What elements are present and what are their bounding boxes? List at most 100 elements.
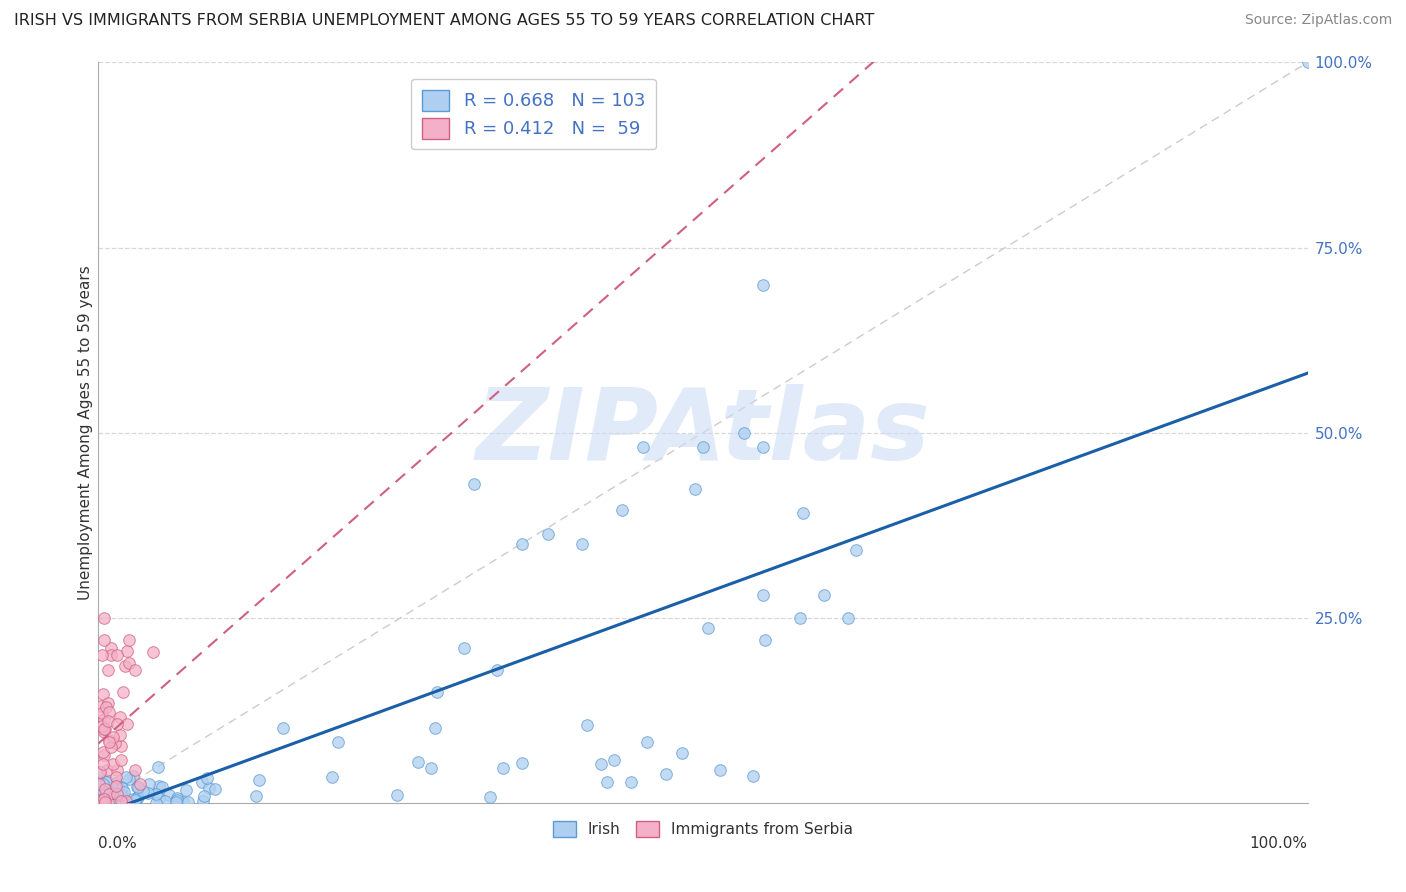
Point — [177, 795, 200, 809]
Point — [596, 774, 619, 789]
Point — [166, 791, 188, 805]
Point — [425, 721, 447, 735]
Point — [271, 722, 294, 736]
Point — [145, 796, 167, 810]
Point — [837, 610, 859, 624]
Point — [101, 730, 124, 744]
Point — [107, 780, 129, 794]
Point — [100, 740, 122, 755]
Point — [124, 663, 146, 677]
Point — [111, 781, 134, 796]
Point — [537, 527, 560, 541]
Point — [692, 441, 714, 455]
Point — [110, 788, 132, 802]
Point — [148, 791, 170, 805]
Point — [463, 476, 485, 491]
Point — [122, 792, 145, 806]
Point — [105, 717, 128, 731]
Point — [96, 783, 118, 797]
Point — [111, 685, 134, 699]
Point — [142, 645, 165, 659]
Point — [136, 786, 159, 800]
Point — [172, 795, 194, 809]
Point — [90, 793, 112, 807]
Legend: Irish, Immigrants from Serbia: Irish, Immigrants from Serbia — [547, 815, 859, 843]
Point — [105, 648, 128, 662]
Point — [105, 763, 128, 777]
Point — [510, 756, 533, 771]
Point — [118, 632, 141, 647]
Point — [96, 700, 118, 714]
Point — [97, 663, 120, 677]
Point — [655, 767, 678, 781]
Point — [96, 763, 118, 777]
Point — [453, 640, 475, 655]
Point — [110, 739, 132, 753]
Point — [124, 792, 146, 806]
Point — [146, 759, 169, 773]
Point — [247, 773, 270, 788]
Text: 0.0%: 0.0% — [98, 836, 138, 851]
Point — [589, 756, 612, 771]
Point — [94, 772, 117, 787]
Point — [510, 536, 533, 550]
Point — [138, 777, 160, 791]
Point — [101, 756, 124, 771]
Point — [96, 786, 118, 800]
Point — [108, 785, 131, 799]
Point — [696, 621, 718, 635]
Point — [89, 793, 111, 807]
Point — [100, 648, 122, 662]
Point — [94, 775, 117, 789]
Point — [105, 770, 128, 784]
Point — [89, 764, 111, 779]
Point — [636, 734, 658, 748]
Point — [110, 753, 132, 767]
Point — [328, 735, 350, 749]
Point — [752, 589, 775, 603]
Point — [603, 753, 626, 767]
Point — [479, 789, 502, 804]
Point — [321, 770, 343, 784]
Point — [191, 794, 214, 808]
Point — [165, 795, 187, 809]
Point — [90, 776, 112, 790]
Point — [97, 788, 120, 802]
Point — [148, 779, 170, 793]
Point — [671, 747, 693, 761]
Point — [115, 770, 138, 784]
Point — [733, 426, 755, 441]
Point — [104, 736, 127, 750]
Point — [94, 781, 117, 796]
Point — [90, 719, 112, 733]
Point — [125, 791, 148, 805]
Point — [155, 794, 177, 808]
Point — [93, 725, 115, 739]
Point — [620, 775, 643, 789]
Point — [107, 787, 129, 801]
Text: IRISH VS IMMIGRANTS FROM SERBIA UNEMPLOYMENT AMONG AGES 55 TO 59 YEARS CORRELATI: IRISH VS IMMIGRANTS FROM SERBIA UNEMPLOY… — [14, 13, 875, 29]
Point — [420, 762, 443, 776]
Point — [97, 696, 120, 710]
Point — [406, 755, 429, 769]
Point — [93, 792, 115, 806]
Point — [101, 786, 124, 800]
Point — [754, 632, 776, 647]
Point — [125, 780, 148, 794]
Point — [752, 277, 775, 292]
Point — [104, 779, 127, 793]
Point — [91, 757, 114, 772]
Point — [115, 793, 138, 807]
Point — [245, 789, 267, 803]
Point — [103, 791, 125, 805]
Text: 100.0%: 100.0% — [1250, 836, 1308, 851]
Point — [709, 764, 731, 778]
Point — [683, 483, 706, 497]
Point — [193, 789, 215, 803]
Point — [97, 714, 120, 729]
Point — [93, 748, 115, 763]
Point — [486, 663, 509, 677]
Point — [571, 536, 593, 550]
Point — [110, 728, 132, 742]
Point — [122, 769, 145, 783]
